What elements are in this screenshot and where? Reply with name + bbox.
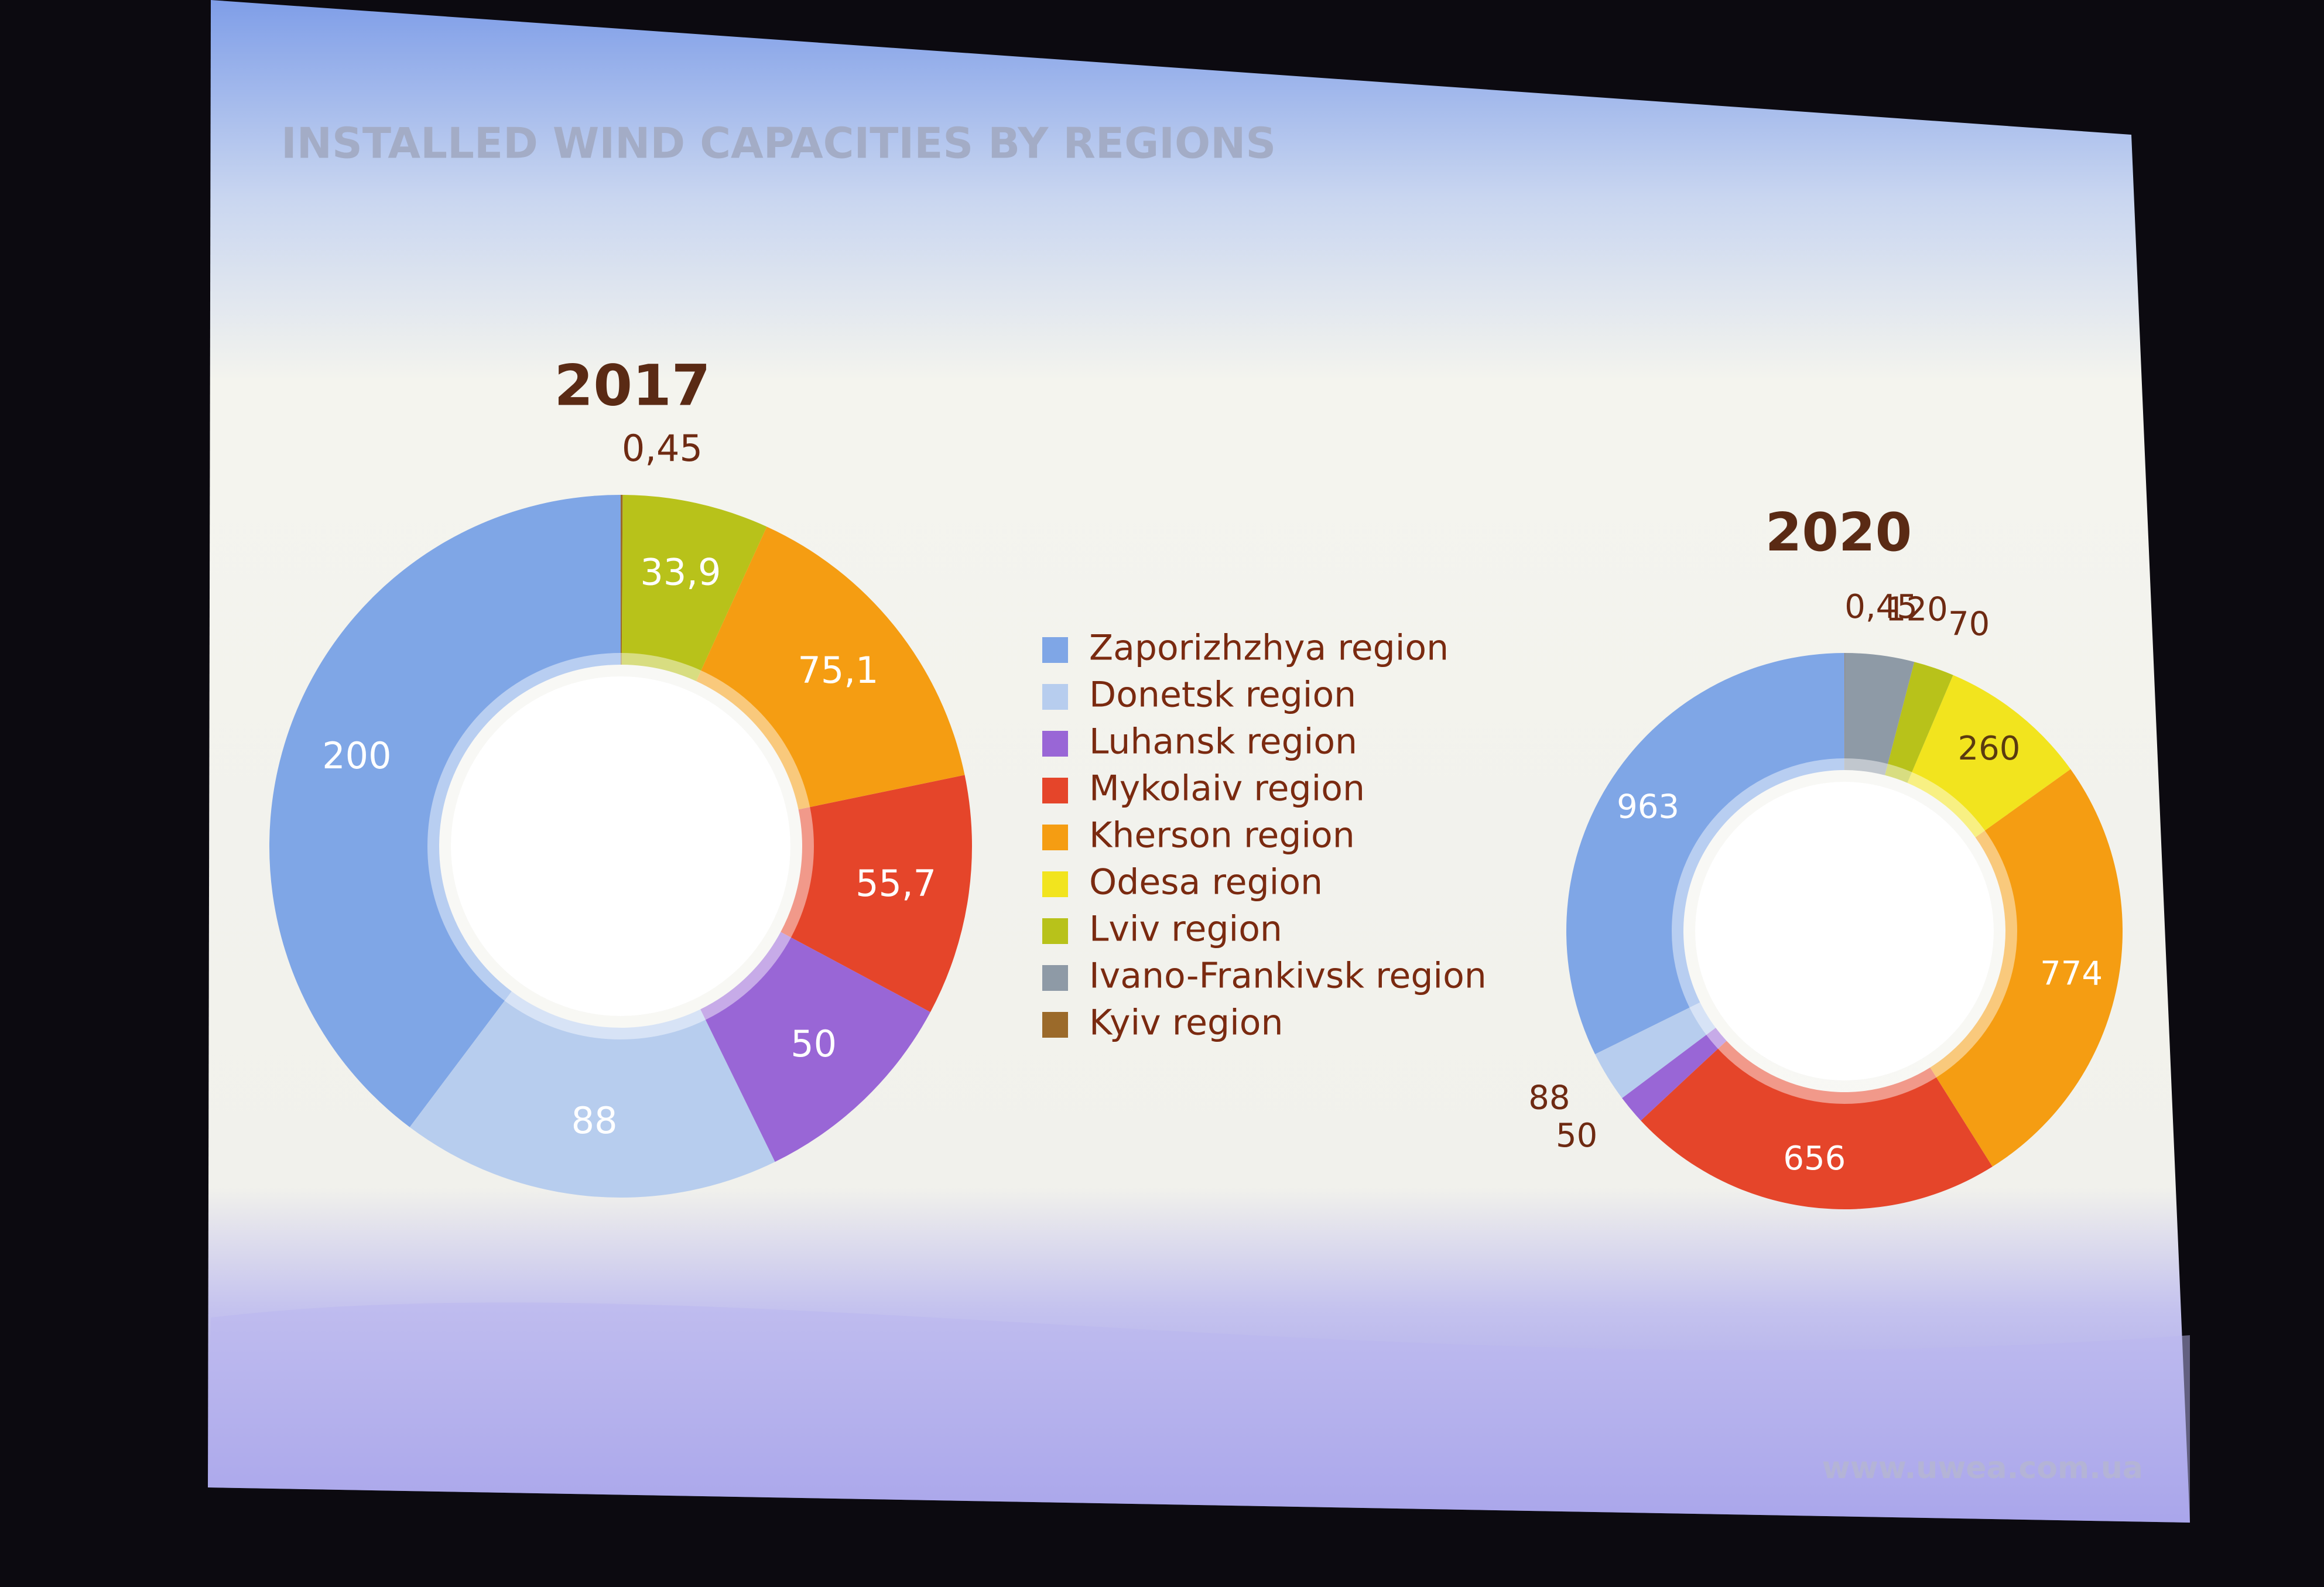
data-label: 260	[1957, 730, 2020, 768]
legend-swatch	[1042, 1012, 1068, 1038]
legend-label: Odesa region	[1089, 862, 1323, 903]
legend-swatch	[1042, 965, 1068, 991]
data-label: 50	[1556, 1117, 1597, 1155]
legend-swatch	[1042, 778, 1068, 803]
data-label: 0,45	[1844, 588, 1918, 626]
legend-swatch	[1042, 825, 1068, 850]
hole	[451, 676, 790, 1016]
legend-label: Kyiv region	[1089, 1003, 1283, 1044]
footer: www.uwea.com.ua	[1822, 1451, 2143, 1486]
data-label: 774	[2040, 955, 2103, 993]
slide-title: INSTALLED WIND CAPACITIES BY REGIONS	[281, 119, 1276, 168]
legend-swatch	[1042, 731, 1068, 757]
chart-title: 2020	[1765, 502, 1912, 563]
legend-swatch	[1042, 684, 1068, 710]
legend-label: Kherson region	[1089, 815, 1355, 856]
legend-swatch	[1042, 871, 1068, 897]
data-label: 0,45	[622, 427, 703, 470]
chart-title: 2017	[554, 353, 710, 418]
legend-label: Mykolaiv region	[1089, 768, 1365, 809]
data-label: 50	[790, 1022, 837, 1065]
data-label: 656	[1783, 1140, 1846, 1178]
legend-label: Zaporizhzhya region	[1089, 628, 1449, 669]
data-label: 33,9	[640, 550, 721, 593]
data-label: 88	[571, 1099, 618, 1142]
data-label: 200	[322, 734, 391, 777]
legend-label: Luhansk region	[1089, 721, 1357, 762]
data-label: 70	[1948, 605, 1990, 643]
legend-label: Lviv region	[1089, 909, 1282, 950]
legend-label: Donetsk region	[1089, 675, 1356, 716]
legend-label: Ivano-Frankivsk region	[1089, 956, 1487, 997]
data-label: 88	[1528, 1079, 1570, 1117]
data-label: 55,7	[855, 862, 936, 905]
hole	[1695, 782, 1994, 1080]
data-label: 963	[1617, 788, 1679, 826]
legend-swatch	[1042, 637, 1068, 663]
data-label: 75,1	[798, 649, 878, 692]
legend-swatch	[1042, 918, 1068, 944]
